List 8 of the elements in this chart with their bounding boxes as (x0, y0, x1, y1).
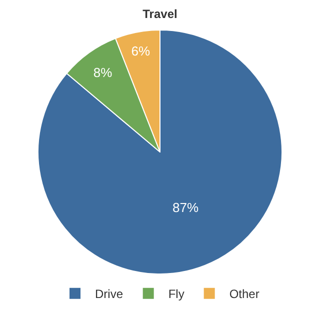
legend-label: Drive (95, 287, 124, 302)
data-label: 6% (131, 43, 151, 58)
data-label: 87% (172, 200, 199, 215)
data-label: 8% (93, 64, 113, 80)
chart-title: Travel (142, 7, 178, 21)
pie-slice (38, 30, 282, 274)
legend-label: Fly (168, 287, 184, 302)
legend-label: Other (229, 287, 260, 302)
